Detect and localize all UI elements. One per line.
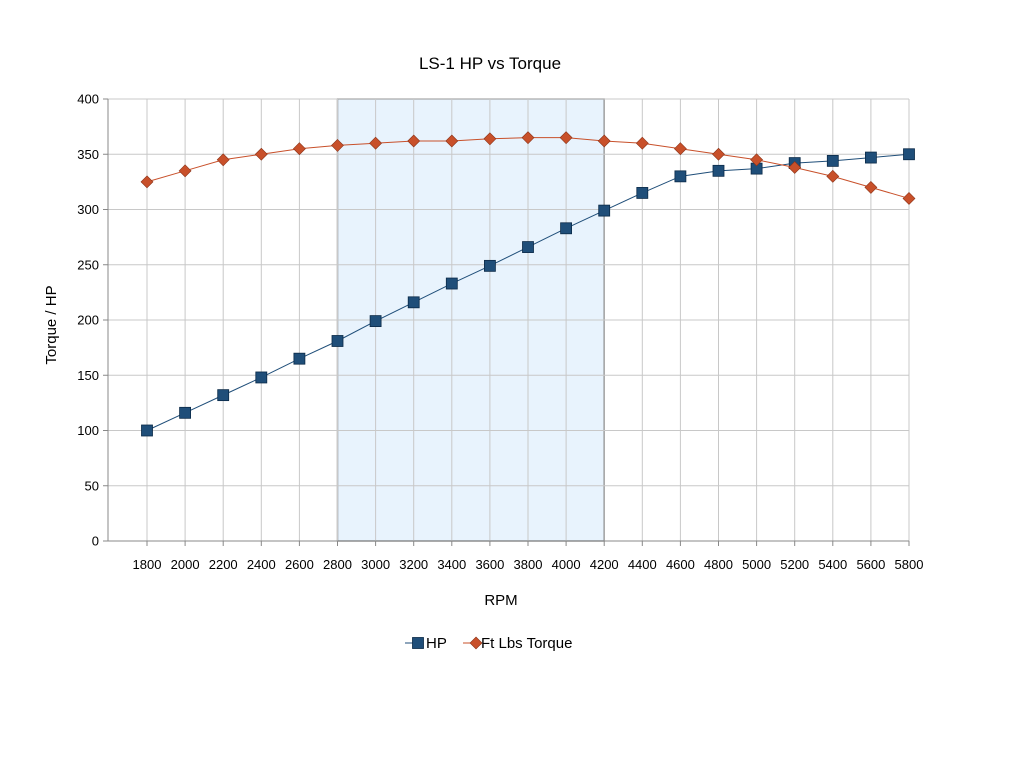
- hp-point: [483, 259, 496, 272]
- torque-point: [178, 164, 192, 178]
- x-tick-label: 1800: [133, 557, 162, 572]
- hp-point: [407, 296, 420, 309]
- torque-point: [140, 175, 154, 189]
- torque-point: [788, 161, 802, 174]
- chart-title: LS-1 HP vs Torque: [419, 54, 561, 73]
- torque-point: [597, 134, 611, 148]
- torque-point: [292, 142, 306, 156]
- hp-point: [293, 352, 306, 365]
- hp-point: [141, 424, 153, 437]
- hp-point: [674, 170, 687, 183]
- torque-point: [635, 136, 649, 150]
- torque-point: [254, 147, 268, 161]
- legend-square-icon: [412, 637, 424, 649]
- torque-point: [369, 136, 383, 150]
- x-tick-label: 3000: [361, 557, 390, 572]
- torque-point: [331, 138, 344, 152]
- hp-point: [369, 315, 382, 328]
- hp-point: [445, 277, 458, 290]
- y-tick-label: 200: [77, 313, 99, 328]
- x-tick-label: 4600: [666, 557, 695, 572]
- hp-point: [826, 154, 839, 167]
- x-tick-label: 4200: [590, 557, 619, 572]
- torque-point: [902, 192, 916, 205]
- x-tick-label: 3200: [399, 557, 428, 572]
- y-tick-label: 350: [77, 147, 99, 162]
- x-tick-label: 5200: [780, 557, 809, 572]
- hp-point: [179, 406, 192, 419]
- x-tick-label: 5400: [818, 557, 847, 572]
- x-tick-label: 4400: [628, 557, 657, 572]
- hp-point: [865, 151, 877, 164]
- y-tick-label: 250: [77, 257, 99, 272]
- legend-label: Ft Lbs Torque: [481, 635, 572, 652]
- torque-point: [445, 134, 459, 148]
- x-tick-label: 2200: [209, 557, 238, 572]
- x-axis-ticks: 1800 2000 2200 2400 2600 2800 3000 3200 3400 3600…: [133, 541, 924, 572]
- y-tick-label: 400: [77, 92, 99, 107]
- x-tick-label: 3800: [514, 557, 543, 572]
- x-tick-label: 4800: [704, 557, 733, 572]
- hp-point: [331, 335, 344, 347]
- torque-point: [407, 134, 421, 148]
- series-layer: [140, 131, 916, 437]
- legend-diamond-icon: [469, 636, 483, 650]
- torque-point: [483, 132, 497, 146]
- hp-point: [560, 222, 572, 235]
- y-tick-label: 100: [77, 423, 99, 438]
- x-tick-label: 5800: [895, 557, 924, 572]
- torque-point: [521, 131, 535, 145]
- y-axis-ticks: 0 50 100 150 200 250 300 350 400: [77, 92, 108, 549]
- y-tick-label: 50: [85, 478, 99, 493]
- legend: HP Ft Lbs Torque: [405, 635, 572, 652]
- x-tick-label: 3400: [437, 557, 466, 572]
- x-tick-label: 2400: [247, 557, 276, 572]
- x-tick-label: 2800: [323, 557, 352, 572]
- hp-point: [903, 148, 915, 161]
- hp-point: [636, 187, 649, 199]
- torque-point: [750, 153, 764, 167]
- y-tick-label: 300: [77, 202, 99, 217]
- x-tick-label: 5000: [742, 557, 771, 572]
- x-tick-label: 3600: [475, 557, 504, 572]
- torque-point: [673, 142, 687, 156]
- x-tick-label: 5600: [856, 557, 885, 572]
- series-ft-lbs-torque: [140, 131, 916, 205]
- hp-point: [712, 164, 725, 177]
- y-tick-label: 0: [92, 534, 99, 549]
- y-axis-title: Torque / HP: [43, 285, 60, 364]
- torque-point: [712, 147, 725, 161]
- hp-point: [217, 389, 230, 402]
- hp-point: [522, 241, 534, 253]
- x-tick-label: 2000: [171, 557, 200, 572]
- y-tick-label: 150: [77, 368, 99, 383]
- torque-point: [864, 180, 878, 194]
- torque-point: [559, 131, 573, 145]
- legend-label: HP: [426, 635, 447, 652]
- torque-point: [216, 153, 230, 167]
- hp-point: [255, 371, 268, 384]
- x-tick-label: 2600: [285, 557, 314, 572]
- x-axis-title: RPM: [484, 592, 517, 609]
- hp-point: [598, 204, 611, 217]
- series-hp: [141, 148, 915, 437]
- torque-point: [826, 169, 840, 183]
- x-tick-label: 4000: [552, 557, 581, 572]
